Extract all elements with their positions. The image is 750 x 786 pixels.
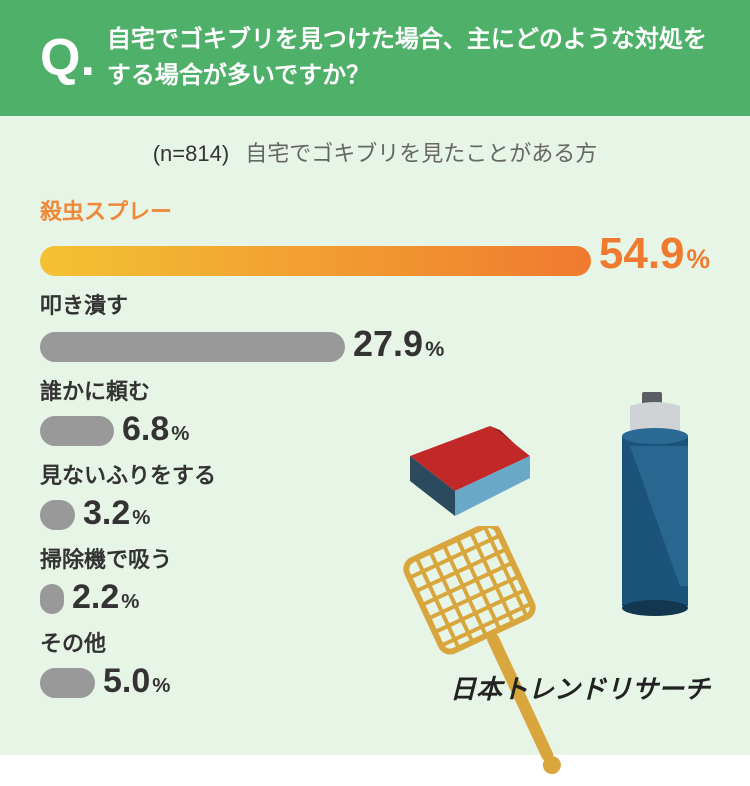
bar-label: 掃除機で吸う — [40, 542, 710, 574]
bar-fill — [40, 500, 75, 530]
credit-text: 日本トレンドリサーチ — [450, 669, 710, 706]
bar-fill — [40, 584, 64, 614]
bar-fill — [40, 246, 591, 276]
bar-fill — [40, 416, 114, 446]
sample-desc: 自宅でゴキブリを見たことがある方 — [245, 141, 597, 166]
bar-row: 誰かに頼む 6.8% — [40, 374, 710, 446]
bar-value: 27.9% — [353, 326, 444, 362]
question-text: 自宅でゴキブリを見つけた場合、主にどのような対処をする場合が多いですか？ — [107, 22, 710, 94]
q-mark: Q. — [40, 32, 95, 84]
bar-row: 見ないふりをする 3.2% — [40, 458, 710, 530]
bar-value: 2.2% — [72, 580, 139, 614]
bar-label: 殺虫スプレー — [40, 194, 710, 226]
bar-label: 誰かに頼む — [40, 374, 710, 406]
bar-row: 叩き潰す 27.9% — [40, 288, 710, 362]
bar-value: 6.8% — [122, 412, 189, 446]
bar-wrap: 54.9% — [40, 232, 710, 276]
bar-wrap: 6.8% — [40, 412, 710, 446]
bar-chart: 殺虫スプレー 54.9% 叩き潰す 27.9% 誰かに頼む 6.8% 見ないふりをする 3.2… — [40, 194, 710, 698]
bar-value: 54.9% — [599, 232, 710, 276]
subtitle: (n=814) 自宅でゴキブリを見たことがある方 — [40, 136, 710, 168]
bar-wrap: 27.9% — [40, 326, 710, 362]
bar-value: 5.0% — [103, 664, 170, 698]
sample-size: (n=814) — [153, 141, 229, 166]
bar-label: 見ないふりをする — [40, 458, 710, 490]
chart-body: (n=814) 自宅でゴキブリを見たことがある方 殺虫スプレー 54.9% 叩き潰す… — [0, 116, 750, 730]
bar-wrap: 3.2% — [40, 496, 710, 530]
infographic-container: Q. 自宅でゴキブリを見つけた場合、主にどのような対処をする場合が多いですか？ … — [0, 0, 750, 755]
bar-row: 掃除機で吸う 2.2% — [40, 542, 710, 614]
bar-fill — [40, 668, 95, 698]
bar-row: 殺虫スプレー 54.9% — [40, 194, 710, 276]
bar-wrap: 2.2% — [40, 580, 710, 614]
bar-label: 叩き潰す — [40, 288, 710, 320]
bar-label: その他 — [40, 626, 710, 658]
question-header: Q. 自宅でゴキブリを見つけた場合、主にどのような対処をする場合が多いですか？ — [0, 0, 750, 116]
bar-value: 3.2% — [83, 496, 150, 530]
bar-fill — [40, 332, 345, 362]
